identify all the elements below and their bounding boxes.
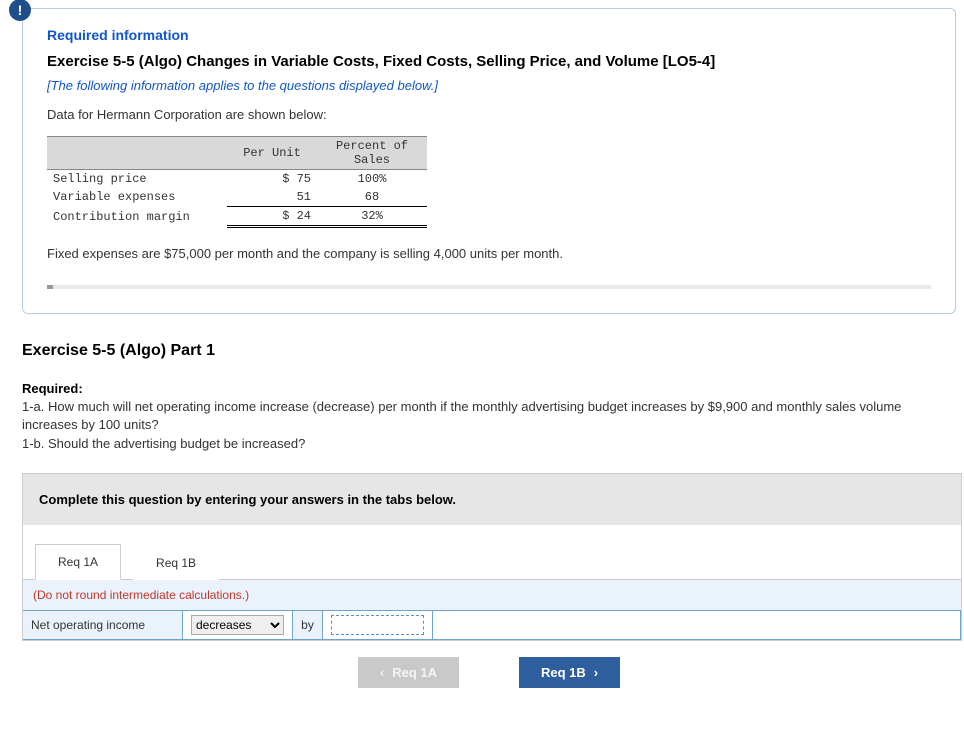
- table-row: Variable expenses 51 68: [47, 188, 427, 207]
- spacer: [433, 611, 961, 639]
- part-title: Exercise 5-5 (Algo) Part 1: [22, 342, 956, 360]
- answer-area: Complete this question by entering your …: [22, 473, 962, 641]
- hint: (Do not round intermediate calculations.…: [23, 580, 961, 611]
- col-header-per-unit: Per Unit: [227, 137, 317, 170]
- question-1a: 1-a. How much will net operating income …: [22, 399, 901, 432]
- answer-row: Net operating income decreases by: [23, 611, 961, 640]
- tab-req1a[interactable]: Req 1A: [35, 544, 121, 580]
- tab-req1b[interactable]: Req 1B: [133, 545, 219, 580]
- applies-note: [The following information applies to th…: [47, 78, 931, 93]
- cell-label: Contribution margin: [47, 207, 227, 227]
- cell-pct: 32%: [317, 207, 427, 227]
- cell-per-unit: 51: [227, 188, 317, 207]
- cell-pct: 100%: [317, 170, 427, 189]
- col-header-pct: Percent of Sales: [317, 137, 427, 170]
- data-table: Per Unit Percent of Sales Selling price …: [47, 136, 427, 228]
- horizontal-scrollbar[interactable]: [47, 285, 931, 289]
- alert-icon: !: [9, 0, 31, 21]
- data-intro: Data for Hermann Corporation are shown b…: [47, 107, 931, 122]
- required-information-heading: Required information: [47, 27, 931, 43]
- part-section: Exercise 5-5 (Algo) Part 1 Required: 1-a…: [22, 342, 956, 692]
- direction-select[interactable]: decreases: [191, 615, 284, 635]
- nav-row: ‹ Req 1A Req 1B ›: [22, 641, 956, 692]
- cell-label: Variable expenses: [47, 188, 227, 207]
- chevron-right-icon: ›: [594, 665, 598, 680]
- tabs-row: Req 1A Req 1B: [23, 525, 961, 580]
- answer-label: Net operating income: [23, 611, 183, 639]
- by-label: by: [293, 611, 323, 639]
- required-information-panel: ! Required information Exercise 5-5 (Alg…: [22, 8, 956, 314]
- cell-per-unit: $ 75: [227, 170, 317, 189]
- col-header-blank: [47, 137, 227, 170]
- cell-label: Selling price: [47, 170, 227, 189]
- next-button[interactable]: Req 1B ›: [519, 657, 620, 688]
- next-label: Req 1B: [541, 665, 586, 680]
- table-row: Selling price $ 75 100%: [47, 170, 427, 189]
- chevron-left-icon: ‹: [380, 665, 384, 680]
- question-1b: 1-b. Should the advertising budget be in…: [22, 436, 305, 451]
- required-heading: Required:: [22, 381, 83, 396]
- cell-per-unit: $ 24: [227, 207, 317, 227]
- cell-pct: 68: [317, 188, 427, 207]
- table-row: Contribution margin $ 24 32%: [47, 207, 427, 227]
- fixed-expenses-note: Fixed expenses are $75,000 per month and…: [47, 246, 931, 261]
- exercise-title: Exercise 5-5 (Algo) Changes in Variable …: [47, 53, 931, 70]
- instruction-bar: Complete this question by entering your …: [23, 474, 961, 525]
- prev-label: Req 1A: [392, 665, 437, 680]
- amount-input[interactable]: [331, 615, 424, 635]
- prev-button: ‹ Req 1A: [358, 657, 459, 688]
